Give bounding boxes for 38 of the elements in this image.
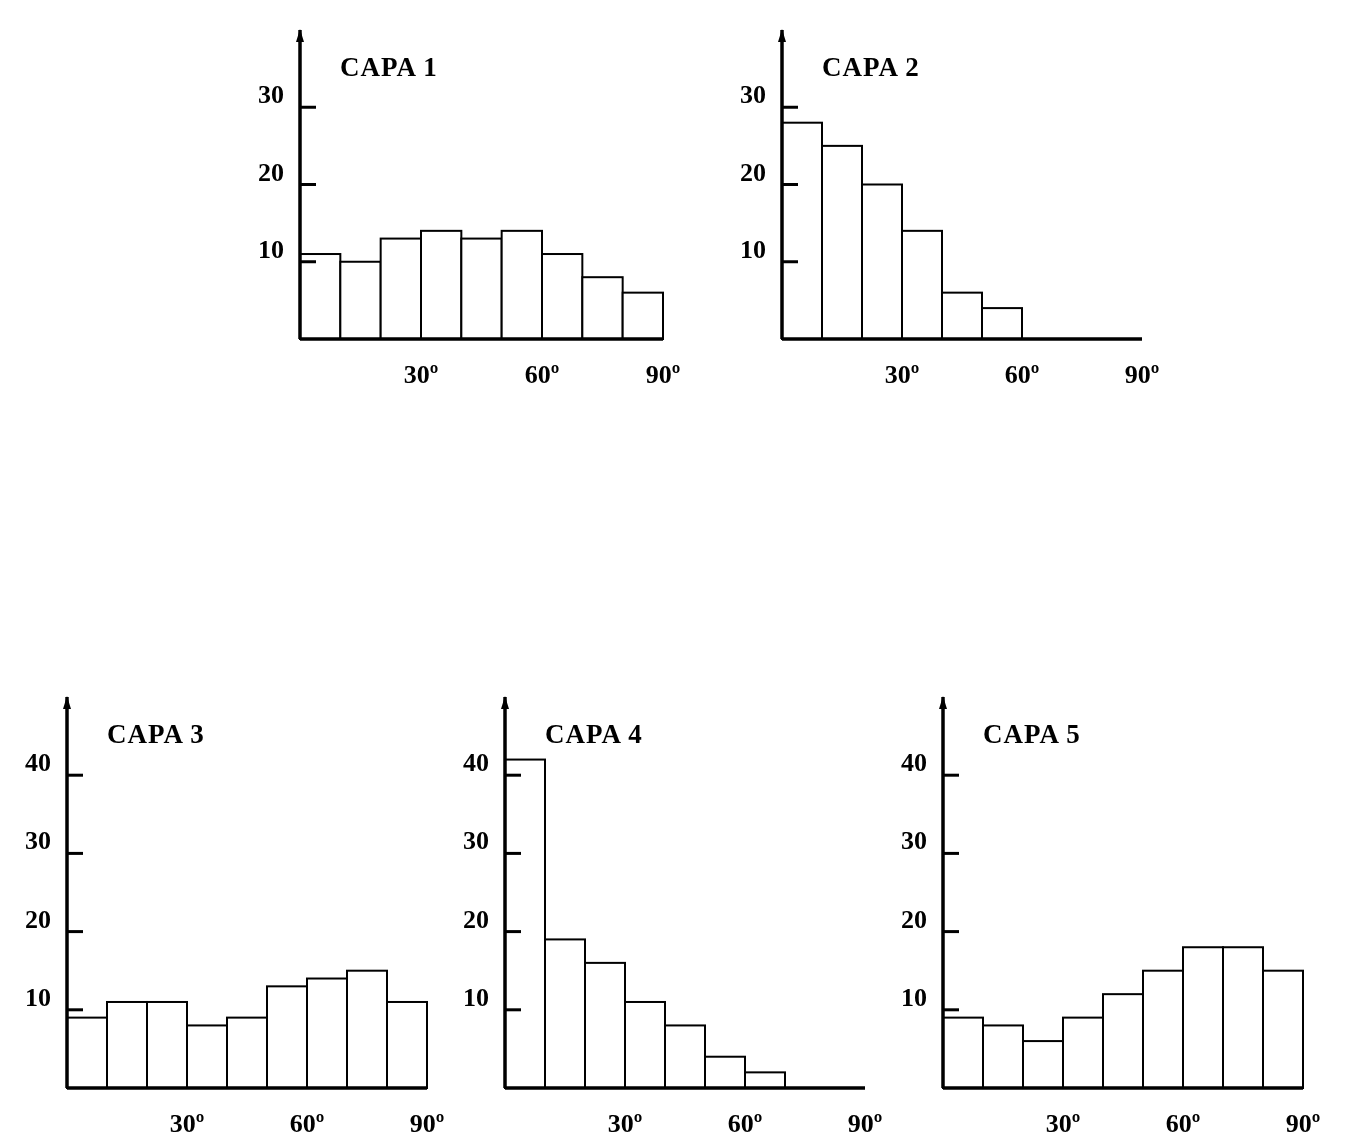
x-tick-label: 60º <box>1165 1109 1201 1138</box>
y-tick-label: 10 <box>740 234 766 264</box>
x-tick-label: 90º <box>1124 360 1160 389</box>
y-tick-label: 30 <box>25 826 51 856</box>
text: CAPA 3 <box>107 719 205 749</box>
y-tick-label: 20 <box>463 904 489 934</box>
x-tick-label: 30º <box>607 1109 643 1138</box>
y-tick-label: 40 <box>463 748 489 778</box>
x-tick-label: 30º <box>403 360 439 389</box>
y-tick-label: 30 <box>258 80 284 110</box>
y-tick-label: 10 <box>258 234 284 264</box>
x-tick-label: 90º <box>847 1109 883 1138</box>
text: CAPA 1 <box>340 52 438 82</box>
x-tick-label: 90º <box>409 1109 445 1138</box>
y-tick-label: 10 <box>463 982 489 1012</box>
x-tick-label: 60º <box>289 1109 325 1138</box>
y-tick-label: 20 <box>740 157 766 187</box>
x-tick-label: 30º <box>169 1109 205 1138</box>
x-tick-label: 90º <box>645 360 681 389</box>
y-tick-label: 40 <box>25 748 51 778</box>
y-tick-label: 20 <box>901 904 927 934</box>
x-tick-label: 30º <box>884 360 920 389</box>
x-tick-label: 30º <box>1045 1109 1081 1138</box>
x-tick-label: 90º <box>1285 1109 1321 1138</box>
x-tick-label: 60º <box>1004 360 1040 389</box>
y-tick-label: 40 <box>901 748 927 778</box>
text: CAPA 5 <box>983 719 1081 749</box>
text: CAPA 4 <box>545 719 643 749</box>
y-tick-label: 20 <box>258 157 284 187</box>
y-tick-label: 10 <box>25 982 51 1012</box>
y-tick-label: 20 <box>25 904 51 934</box>
x-tick-label: 60º <box>524 360 560 389</box>
text: CAPA 2 <box>822 52 920 82</box>
y-tick-label: 30 <box>901 826 927 856</box>
x-tick-label: 60º <box>727 1109 763 1138</box>
y-tick-label: 30 <box>740 80 766 110</box>
y-tick-label: 30 <box>463 826 489 856</box>
y-tick-label: 10 <box>901 982 927 1012</box>
